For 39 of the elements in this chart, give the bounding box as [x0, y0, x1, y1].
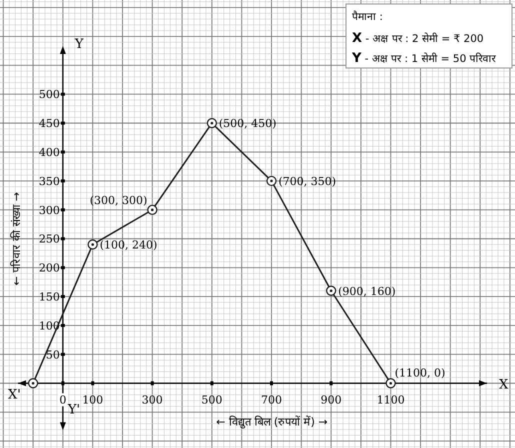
x-tick-label: 0	[59, 393, 66, 406]
y-tick-label: 150	[38, 290, 60, 304]
annotation: Y'	[66, 402, 80, 418]
y-tick-label: 200	[38, 262, 60, 275]
y-tick-label: 300	[38, 204, 60, 217]
point	[206, 118, 217, 128]
annotation: X	[499, 377, 509, 392]
annotation: Y - अक्ष पर : 1 सेमी = 50 परिवार	[351, 51, 497, 66]
scale-box: पैमाना : X - अक्ष पर : 2 सेमी = ₹ 200 Y - अक्ष पर : 1 सेमी = 50 परिवार	[346, 4, 512, 68]
y-tick-label: 50	[46, 348, 60, 362]
annotation: (100, 240)	[100, 238, 158, 252]
y-tick-label: 500	[38, 88, 60, 102]
point	[326, 286, 336, 296]
point	[266, 176, 277, 186]
y-tick-label: 350	[38, 174, 60, 188]
point	[147, 204, 158, 215]
x-tick-label: 100	[82, 393, 104, 406]
x-tick-label: 700	[261, 393, 282, 406]
y-axis-title: ← परिवार की संख्या →	[10, 192, 23, 286]
x-tick-label: 300	[142, 393, 163, 406]
annotation: (300, 300)	[90, 194, 148, 207]
point	[386, 378, 396, 388]
y-tick-label: 450	[38, 117, 60, 130]
annotation: X'	[8, 387, 21, 402]
annotation: X - अक्ष पर : 2 सेमी = ₹ 200	[352, 31, 484, 46]
x-tick-label: 1100	[376, 393, 405, 406]
annotation: (900, 160)	[338, 284, 396, 298]
point	[88, 239, 98, 250]
y-tick-label: 400	[38, 146, 60, 160]
x-axis-title: ← विद्युत बिल (रुपयों में) →	[216, 415, 328, 428]
annotation: (500, 450)	[218, 117, 276, 130]
x-tick-label: 500	[201, 393, 222, 406]
y-tick-label: 250	[38, 232, 60, 246]
annotation: (1100, 0)	[394, 366, 446, 380]
point	[28, 378, 38, 388]
annotation: (700, 350)	[278, 174, 336, 188]
annotation: पैमाना :	[352, 10, 383, 23]
annotation: Y	[74, 37, 84, 52]
x-tick-label: 900	[320, 393, 342, 406]
